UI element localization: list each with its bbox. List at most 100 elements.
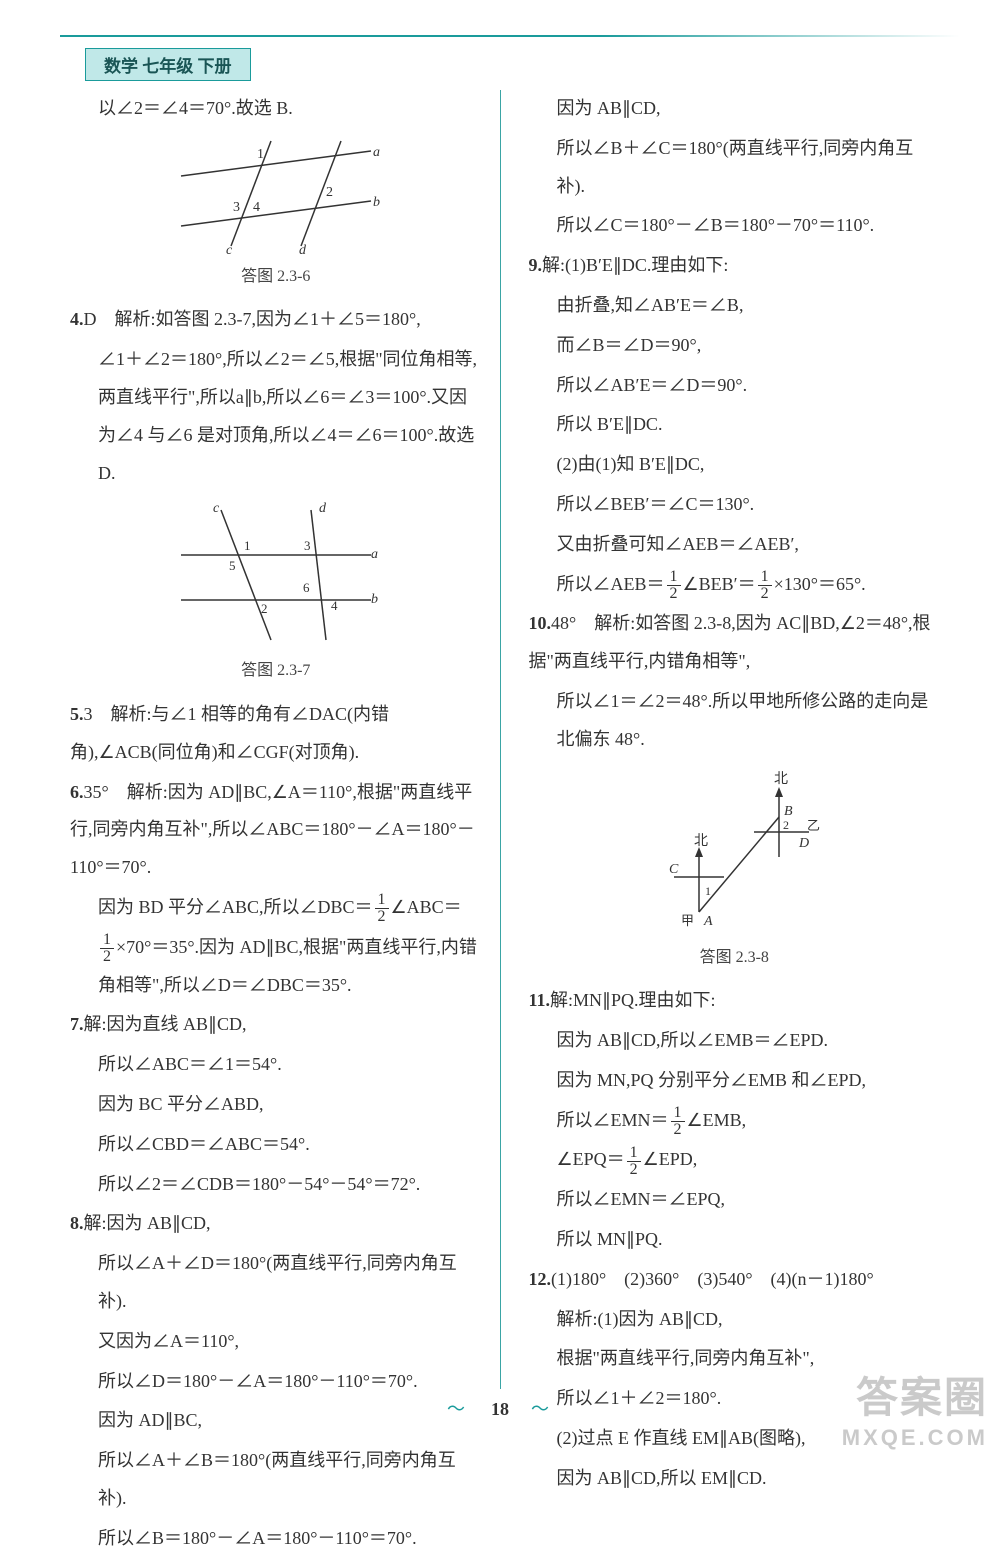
figure-caption: 答图 2.3-7	[241, 654, 310, 688]
figure-2-3-8: 北 北 C B D 乙 A 甲 1 2 答图 2.3-8	[529, 767, 941, 975]
text-line: 所以 MN∥PQ.	[529, 1221, 941, 1259]
q10: 10.48° 解析:如答图 2.3-8,因为 AC∥BD,∠2＝48°,根据"两…	[529, 605, 941, 681]
svg-text:4: 4	[331, 598, 338, 613]
text-line: 因为 AB∥CD,所以 EM∥CD.	[529, 1460, 941, 1498]
text-line: 所以∠B＋∠C＝180°(两直线平行,同旁内角互补).	[529, 130, 941, 206]
figure-caption: 答图 2.3-6	[241, 260, 310, 294]
svg-text:甲: 甲	[681, 913, 694, 928]
text-part: ∠EPD,	[643, 1149, 698, 1169]
right-column: 因为 AB∥CD, 所以∠B＋∠C＝180°(两直线平行,同旁内角互补). 所以…	[521, 90, 941, 1389]
q-number: 10.	[529, 613, 552, 633]
svg-text:D: D	[798, 836, 809, 851]
q-number: 5.	[70, 704, 84, 724]
q-answer: D	[84, 309, 97, 329]
q-text: 解:因为 AB∥CD,	[84, 1213, 211, 1233]
text-line: 所以∠EMN＝∠EPQ,	[529, 1181, 941, 1219]
svg-text:a: a	[371, 547, 378, 562]
figure-caption: 答图 2.3-8	[700, 941, 769, 975]
text-line: 所以∠ABC＝∠1＝54°.	[70, 1046, 482, 1084]
svg-text:b: b	[371, 592, 378, 607]
q-number: 11.	[529, 990, 551, 1010]
svg-text:A: A	[703, 914, 713, 929]
svg-text:2: 2	[261, 601, 268, 616]
text-line: 又由折叠可知∠AEB＝∠AEB′,	[529, 526, 941, 564]
text-part: ×130°＝65°.	[774, 574, 866, 594]
fraction: 12	[671, 1105, 685, 1138]
svg-text:c: c	[226, 243, 233, 256]
svg-text:2: 2	[326, 185, 333, 200]
text-line: ∠EPQ＝12∠EPD,	[529, 1141, 941, 1179]
text-line: 因为 MN,PQ 分别平分∠EMB 和∠EPD,	[529, 1062, 941, 1100]
q-number: 4.	[70, 309, 84, 329]
text-line: 所以∠A＋∠B＝180°(两直线平行,同旁内角互补).	[70, 1442, 482, 1518]
text-line: 解析:(1)因为 AB∥CD,	[529, 1301, 941, 1339]
header-title: 数学 七年级 下册	[85, 48, 251, 81]
q-number: 8.	[70, 1213, 84, 1233]
q-text: 解析:因为 AD∥BC,∠A＝110°,根据"两直线平行,同旁内角互补",所以∠…	[70, 782, 475, 878]
figure-2-3-6: 1 2 3 4 a b c d 答图 2.3-6	[70, 136, 482, 294]
q-text: 解:(1)B′E∥DC.理由如下:	[542, 255, 728, 275]
q9: 9.解:(1)B′E∥DC.理由如下:	[529, 247, 941, 285]
text-line: 由折叠,知∠AB′E＝∠B,	[529, 287, 941, 325]
q11: 11.解:MN∥PQ.理由如下:	[529, 982, 941, 1020]
svg-text:北: 北	[774, 771, 788, 787]
text-part: 所以∠AEB＝	[557, 574, 665, 594]
fraction: 12	[375, 892, 389, 925]
figure-2-3-7: c d a b 1 5 3 6 2 4 答图 2.3-7	[70, 500, 482, 688]
fraction: 12	[758, 569, 772, 602]
svg-text:B: B	[784, 804, 793, 819]
svg-text:3: 3	[304, 538, 311, 553]
text-line: 因为 AB∥CD,所以∠EMB＝∠EPD.	[529, 1022, 941, 1060]
svg-text:C: C	[669, 862, 679, 877]
text-part: ∠EPQ＝	[557, 1149, 625, 1169]
text-line: 所以∠2＝∠CDB＝180°－54°－54°＝72°.	[70, 1166, 482, 1204]
text-line: 所以∠C＝180°－∠B＝180°－70°＝110°.	[529, 207, 941, 245]
content-area: 以∠2＝∠4＝70°.故选 B. 1 2 3 4 a b c d 答图 2.3-…	[70, 90, 940, 1389]
svg-text:5: 5	[229, 558, 236, 573]
text-line: 而∠B＝∠D＝90°,	[529, 327, 941, 365]
page-number-value: 18	[491, 1399, 509, 1419]
q4: 4.D 解析:如答图 2.3-7,因为∠1＋∠5＝180°,	[70, 301, 482, 339]
q-text: 解:因为直线 AB∥CD,	[84, 1014, 247, 1034]
q-text: 解析:与∠1 相等的角有∠DAC(内错角),∠ACB(同位角)和∠CGF(对顶角…	[70, 704, 389, 762]
text-line: 因为 AB∥CD,	[529, 90, 941, 128]
svg-text:1: 1	[244, 538, 251, 553]
svg-text:6: 6	[303, 580, 310, 595]
text-line: 所以∠AEB＝12∠BEB′＝12×130°＝65°.	[529, 566, 941, 604]
q6: 6.35° 解析:因为 AD∥BC,∠A＝110°,根据"两直线平行,同旁内角互…	[70, 774, 482, 887]
text-part: ∠BEB′＝	[683, 574, 756, 594]
text-line: 又因为∠A＝110°,	[70, 1323, 482, 1361]
text-line: 所以∠AB′E＝∠D＝90°.	[529, 367, 941, 405]
watermark: 答案圈 MXQE.COM	[842, 1364, 988, 1451]
watermark-line1: 答案圈	[842, 1364, 988, 1425]
text-line: 所以∠1＝∠2＝48°.所以甲地所修公路的走向是北偏东 48°.	[529, 683, 941, 759]
left-column: 以∠2＝∠4＝70°.故选 B. 1 2 3 4 a b c d 答图 2.3-…	[70, 90, 501, 1389]
svg-text:d: d	[319, 501, 327, 516]
svg-text:乙: 乙	[807, 818, 820, 833]
q-answer: 35°	[84, 782, 109, 802]
text-part: ∠ABC＝	[391, 897, 462, 917]
watermark-line2: MXQE.COM	[842, 1425, 988, 1451]
text-line: 12×70°＝35°.因为 AD∥BC,根据"两直线平行,内错角相等",所以∠D…	[70, 929, 482, 1005]
q-number: 9.	[529, 255, 543, 275]
svg-text:b: b	[373, 195, 380, 210]
text-line: ∠1＋∠2＝180°,所以∠2＝∠5,根据"同位角相等,两直线平行",所以a∥b…	[70, 341, 482, 492]
text-line: 所以 B′E∥DC.	[529, 406, 941, 444]
svg-text:a: a	[373, 145, 380, 160]
fraction: 12	[100, 932, 114, 965]
text-line: 所以∠BEB′＝∠C＝130°.	[529, 486, 941, 524]
text-line: 所以∠B＝180°－∠A＝180°－110°＝70°.	[70, 1520, 482, 1558]
q-text: (1)180° (2)360° (3)540° (4)(n－1)180°	[551, 1269, 874, 1289]
q-text: 解析:如答图 2.3-8,因为 AC∥BD,∠2＝48°,根据"两直线平行,内错…	[529, 613, 931, 671]
svg-text:4: 4	[253, 200, 260, 215]
text-line: 所以∠EMN＝12∠EMB,	[529, 1102, 941, 1140]
text-line: 所以∠A＋∠D＝180°(两直线平行,同旁内角互补).	[70, 1245, 482, 1321]
svg-text:d: d	[299, 243, 307, 256]
svg-text:1: 1	[705, 884, 711, 898]
q-text: 解:MN∥PQ.理由如下:	[550, 990, 716, 1010]
fraction: 12	[667, 569, 681, 602]
text-line: 因为 BD 平分∠ABC,所以∠DBC＝12∠ABC＝	[70, 889, 482, 927]
q-number: 12.	[529, 1269, 552, 1289]
text-part: 因为 BD 平分∠ABC,所以∠DBC＝	[98, 897, 373, 917]
svg-text:1: 1	[257, 147, 264, 162]
